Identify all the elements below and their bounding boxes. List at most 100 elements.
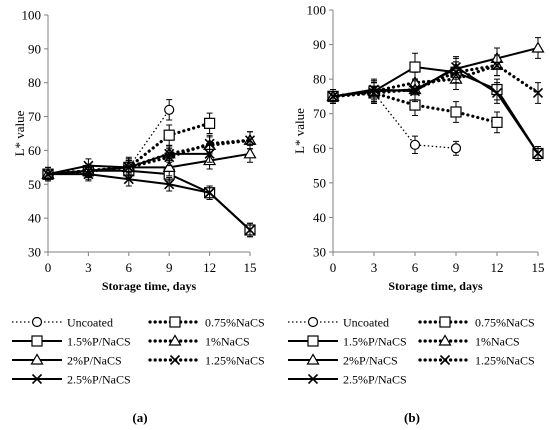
series-line [48, 173, 251, 231]
x-tick-label: 12 [491, 260, 504, 275]
data-point [164, 104, 175, 115]
legend-marker [306, 353, 320, 365]
legend-label: 1.25%NaCS [475, 354, 535, 368]
data-point [204, 187, 215, 198]
y-tick-label: 50 [313, 175, 326, 190]
series-line [47, 152, 251, 176]
data-point [450, 106, 462, 118]
data-point [409, 61, 421, 73]
data-point [204, 138, 215, 149]
legend-marker [169, 354, 181, 366]
series-line [47, 109, 170, 175]
data-point [409, 86, 421, 97]
data-point [491, 60, 503, 71]
series-line [47, 169, 251, 231]
x-tick-label: 6 [412, 260, 419, 275]
data-point [532, 148, 544, 159]
x-tick-label: 3 [85, 260, 92, 275]
data-point [164, 148, 175, 159]
x-tick-label: 6 [126, 260, 133, 275]
series-unlabeled [42, 166, 256, 238]
y-tick-label: 40 [313, 210, 326, 225]
y-tick-label: 30 [28, 245, 41, 260]
legend-label: Uncoated [343, 316, 389, 330]
legend-marker [439, 316, 451, 328]
legend-marker [168, 334, 182, 346]
data-point [450, 143, 462, 154]
y-axis-label: L* value [292, 108, 307, 154]
data-point [532, 87, 544, 99]
y-tick-label: 70 [313, 106, 326, 121]
legend: Uncoated 0.75%NaCS 1.5%P/NaCS 1%NaCS 2%P/NaC… [12, 316, 265, 387]
data-point [204, 117, 216, 129]
y-tick-label: 70 [28, 109, 41, 124]
series-line [332, 92, 457, 149]
series-line [331, 63, 540, 99]
legend-label: 2%P/NaCS [343, 354, 398, 368]
data-point [244, 135, 256, 146]
data-point [409, 139, 421, 150]
legend-label: 1%NaCS [205, 335, 250, 349]
legend-label: 1.25%NaCS [205, 354, 265, 368]
legend-marker [31, 316, 43, 328]
legend-label: Uncoated [67, 316, 113, 330]
data-point [164, 179, 175, 190]
panel-label: (b) [404, 410, 420, 425]
series-line [332, 65, 539, 155]
y-tick-label: 100 [22, 8, 42, 23]
data-point [204, 148, 215, 159]
legend-marker [438, 334, 452, 346]
y-tick-label: 80 [28, 75, 41, 90]
legend-label: 1.5%P/NaCS [343, 335, 407, 349]
legend-marker [30, 353, 44, 365]
y-tick-label: 90 [28, 41, 41, 56]
x-tick-label: 15 [244, 260, 257, 275]
y-tick-label: 100 [307, 3, 327, 18]
data-point [123, 174, 134, 185]
data-point [163, 129, 175, 141]
legend-marker [31, 335, 43, 347]
data-point [83, 160, 94, 171]
panel-a: 30 40 50 60 70 80 90 100 0 3 6 9 12 15 Storage time, d… [12, 8, 265, 425]
legend-label: 0.75%NaCS [205, 316, 265, 330]
legend-label: 0.75%NaCS [475, 316, 535, 330]
data-point [491, 87, 503, 99]
x-tick-label: 3 [371, 260, 378, 275]
y-tick-label: 80 [313, 72, 326, 87]
legend-label: 2.5%P/NaCS [67, 373, 131, 387]
data-point [162, 160, 176, 172]
x-tick-label: 15 [532, 260, 545, 275]
data-point [42, 169, 54, 180]
y-tick-label: 50 [28, 177, 41, 192]
data-point [450, 61, 462, 73]
x-tick-label: 12 [203, 260, 216, 275]
panel-b: 30 40 50 60 70 80 90 100 0 3 6 9 12 15 Storage time, d… [288, 3, 545, 425]
y-tick-label: 90 [313, 37, 326, 52]
series-line [46, 138, 252, 176]
x-axis-label: Storage time, days [388, 279, 483, 293]
legend-marker [439, 354, 451, 366]
series-2-5-p-nacs [327, 56, 544, 161]
legend-label: 2%P/NaCS [67, 354, 122, 368]
legend-marker [307, 373, 319, 385]
legend: Uncoated 0.75%NaCS 1.5%P/NaCS 1%NaCS 2%P/NaC… [288, 316, 535, 387]
panel-label: (a) [132, 410, 147, 425]
x-axis-label: Storage time, days [102, 279, 197, 293]
data-point [123, 162, 134, 173]
y-tick-label: 60 [313, 141, 326, 156]
legend-label: 2.5%P/NaCS [343, 373, 407, 387]
y-tick-label: 30 [313, 245, 326, 260]
y-tick-label: 60 [28, 143, 41, 158]
series-line [46, 138, 252, 176]
x-tick-label: 9 [166, 260, 173, 275]
data-point [327, 91, 339, 102]
series-line [332, 47, 539, 98]
y-axis-label: L* value [12, 110, 27, 156]
y-tick-label: 40 [28, 211, 41, 226]
legend-marker [307, 316, 319, 328]
x-tick-label: 0 [330, 260, 337, 275]
legend-marker [31, 373, 43, 385]
series-1-5-p-nacs [327, 52, 544, 161]
data-point [243, 147, 257, 159]
